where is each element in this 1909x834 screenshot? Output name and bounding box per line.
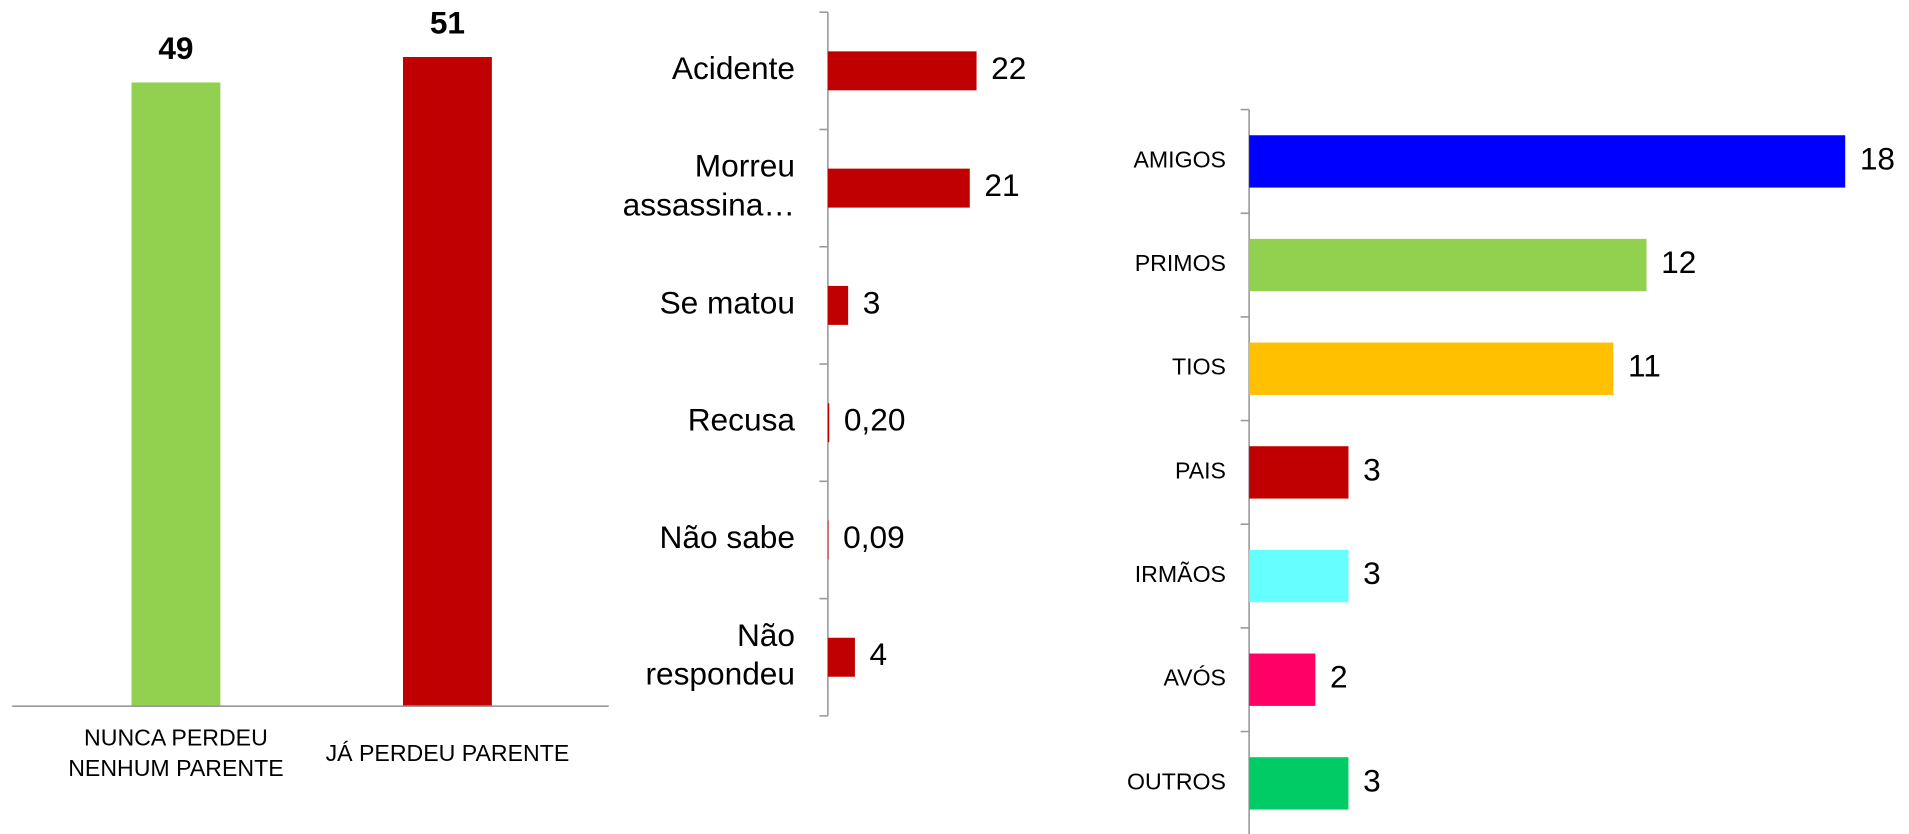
- value-label: 22: [991, 50, 1026, 86]
- bar: [827, 403, 830, 443]
- y-tick-label: PRIMOS: [1135, 250, 1226, 276]
- bar: [827, 520, 829, 560]
- value-label: 3: [1363, 555, 1381, 591]
- value-label: 18: [1860, 141, 1895, 177]
- value-label: 3: [1363, 763, 1381, 799]
- bar: [827, 168, 970, 208]
- bar: [1249, 757, 1349, 810]
- x-tick-label: NUNCA PERDEU NENHUM PARENTE: [68, 725, 283, 781]
- y-tick-label: Morreu assassina…: [623, 148, 795, 223]
- y-tick-label: IRMÃOS: [1135, 561, 1226, 587]
- bar: [827, 637, 855, 677]
- value-label: 3: [1363, 452, 1381, 488]
- value-label: 0,09: [843, 519, 905, 555]
- y-tick-label: Se matou: [660, 285, 795, 321]
- bar: [1249, 342, 1614, 395]
- value-label: 21: [984, 167, 1019, 203]
- y-tick-label: OUTROS: [1127, 768, 1226, 794]
- bar: [827, 285, 849, 325]
- value-label: 11: [1628, 348, 1661, 384]
- value-label: 3: [863, 285, 881, 321]
- bar: [131, 82, 221, 707]
- y-tick-label: Recusa: [688, 402, 796, 438]
- y-tick-label: Não sabe: [660, 519, 795, 555]
- y-tick-label: AVÓS: [1163, 665, 1226, 691]
- bar: [1249, 549, 1349, 603]
- y-tick-label: Acidente: [672, 50, 795, 86]
- value-label: 2: [1330, 659, 1348, 695]
- bar: [1249, 653, 1316, 706]
- bar: [1249, 446, 1349, 499]
- bar: [827, 51, 977, 91]
- y-tick-label: TIOS: [1172, 354, 1226, 380]
- value-label: 0,20: [844, 402, 906, 438]
- bar: [1249, 238, 1647, 292]
- x-tick-label: JÁ PERDEU PARENTE: [326, 740, 570, 766]
- y-tick-label: Não respondeu: [645, 617, 795, 692]
- y-tick-label: AMIGOS: [1133, 147, 1226, 173]
- value-label: 49: [158, 30, 193, 66]
- bar: [1249, 135, 1846, 188]
- y-tick-label: PAIS: [1175, 458, 1226, 484]
- value-label: 4: [870, 637, 888, 673]
- bar: [402, 57, 492, 707]
- value-label: 51: [430, 5, 465, 41]
- value-label: 12: [1661, 244, 1696, 280]
